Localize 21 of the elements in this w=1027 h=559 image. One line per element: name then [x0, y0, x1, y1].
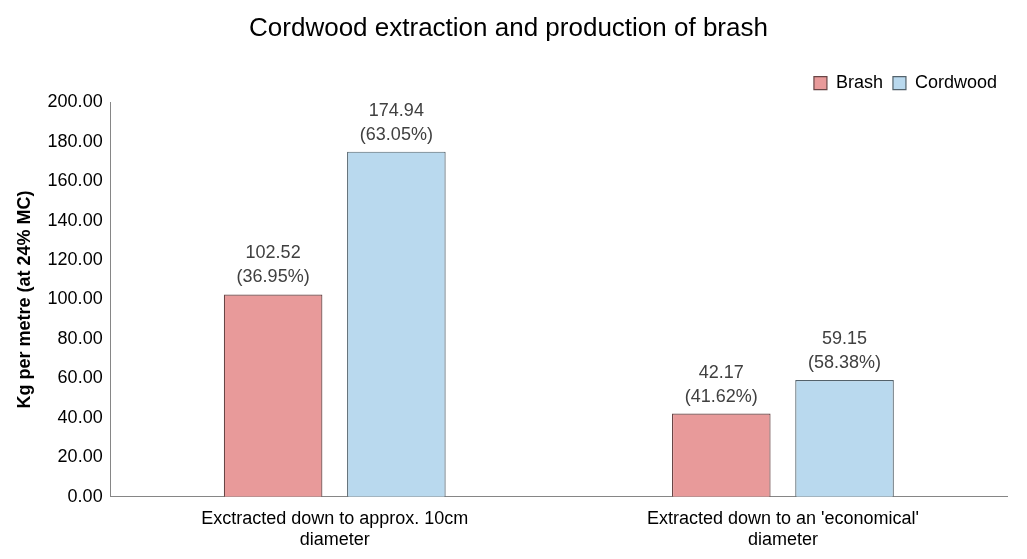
- data-label: 174.94 (63.05%): [359, 99, 433, 144]
- y-tick-label: 180.00: [47, 130, 103, 151]
- y-axis-title: Kg per metre (at 24% MC): [13, 190, 34, 409]
- chart-title: Cordwood extraction and production of brash: [249, 11, 768, 42]
- y-tick-label: 200.00: [47, 91, 103, 112]
- legend-label: Brash: [835, 72, 883, 93]
- y-tick-label: 40.00: [57, 406, 103, 427]
- x-tick-label: Exctracted down to approx. 10cm diameter: [201, 507, 469, 550]
- y-tick-label: 20.00: [57, 446, 103, 467]
- data-label: 59.15 (58.38%): [808, 328, 882, 373]
- x-tick-label: Extracted down to an 'economical' diameter: [646, 507, 919, 550]
- data-label: 102.52 (36.95%): [236, 242, 310, 287]
- y-tick-label: 140.00: [47, 209, 103, 230]
- y-tick-label: 120.00: [47, 249, 103, 270]
- y-tick-label: 100.00: [47, 288, 103, 309]
- y-tick-label: 0.00: [67, 485, 103, 506]
- y-tick-label: 160.00: [47, 170, 103, 191]
- y-tick-label: 60.00: [57, 367, 103, 388]
- data-label: 42.17 (41.62%): [684, 361, 758, 406]
- legend-label: Cordwood: [914, 72, 997, 93]
- y-tick-label: 80.00: [57, 327, 103, 348]
